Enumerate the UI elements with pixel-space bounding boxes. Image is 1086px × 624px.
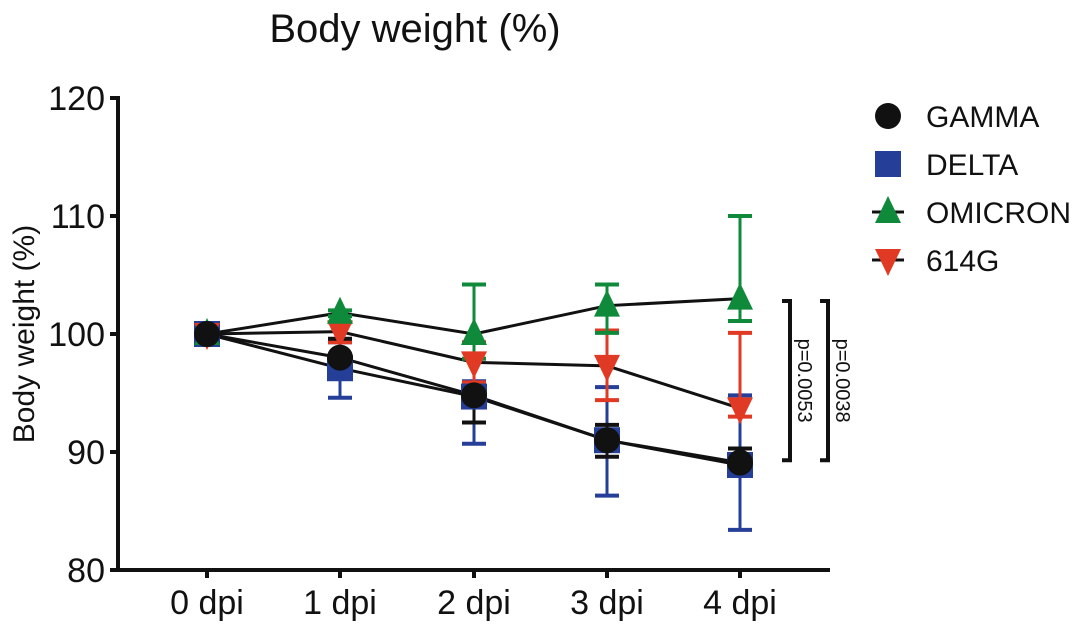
data-point-gamma — [327, 344, 353, 371]
x-tick-label: 1 dpi — [303, 584, 377, 622]
y-tick-label: 110 — [51, 198, 105, 236]
data-point-gamma — [594, 427, 620, 454]
legend-item-omicron: OMICRON — [872, 196, 1071, 230]
significance-bracket — [782, 298, 792, 463]
legend-item-614g: 614G — [872, 245, 999, 278]
data-point-omicron — [327, 296, 353, 324]
y-tick-label: 90 — [67, 434, 105, 472]
data-point-gamma — [194, 321, 220, 347]
data-point-614g — [461, 351, 487, 379]
legend-item-gamma: GAMMA — [875, 101, 1039, 134]
x-tick-label: 2 dpi — [437, 584, 511, 622]
legend: GAMMA DELTA OMICRON 614G — [872, 101, 1071, 278]
p-value-label: p=0.0038 — [831, 339, 853, 423]
data-point-614g — [327, 320, 353, 348]
data-point-gamma — [727, 449, 753, 476]
data-point-omicron — [594, 289, 620, 317]
x-tick-label: 3 dpi — [570, 584, 644, 622]
data-point-omicron — [461, 318, 487, 345]
x-tick-label: 4 dpi — [703, 584, 777, 622]
legend-marker-triangle-down-icon — [875, 249, 901, 276]
y-axis-label: Body weight (%) — [8, 225, 41, 443]
data-markers — [194, 282, 753, 478]
data-point-614g — [594, 354, 620, 382]
data-point-omicron — [727, 282, 753, 310]
significance-bracket — [820, 298, 830, 463]
y-tick-label: 100 — [48, 316, 105, 354]
p-value-label: p=0.0053 — [793, 339, 815, 423]
data-point-614g — [727, 397, 753, 425]
legend-marker-circle-icon — [875, 103, 901, 129]
legend-label: DELTA — [926, 149, 1018, 182]
legend-label: GAMMA — [926, 101, 1039, 134]
legend-label: 614G — [926, 245, 999, 278]
y-tick-label: 80 — [67, 552, 105, 590]
ticks: 80 90 100 110 120 0 dpi 1 dpi 2 dpi 3 dpi 4 dpi — [48, 80, 777, 622]
legend-marker-square-icon — [875, 151, 901, 177]
y-tick-label: 120 — [48, 80, 105, 118]
x-tick-label: 0 dpi — [170, 584, 244, 622]
chart-title: Body weight (%) — [269, 7, 560, 51]
legend-marker-triangle-up-icon — [875, 196, 901, 223]
significance-annotations: p=0.0053 p=0.0038 — [782, 298, 853, 463]
legend-item-delta: DELTA — [875, 149, 1018, 182]
legend-label: OMICRON — [926, 197, 1071, 230]
data-point-gamma — [461, 382, 487, 409]
